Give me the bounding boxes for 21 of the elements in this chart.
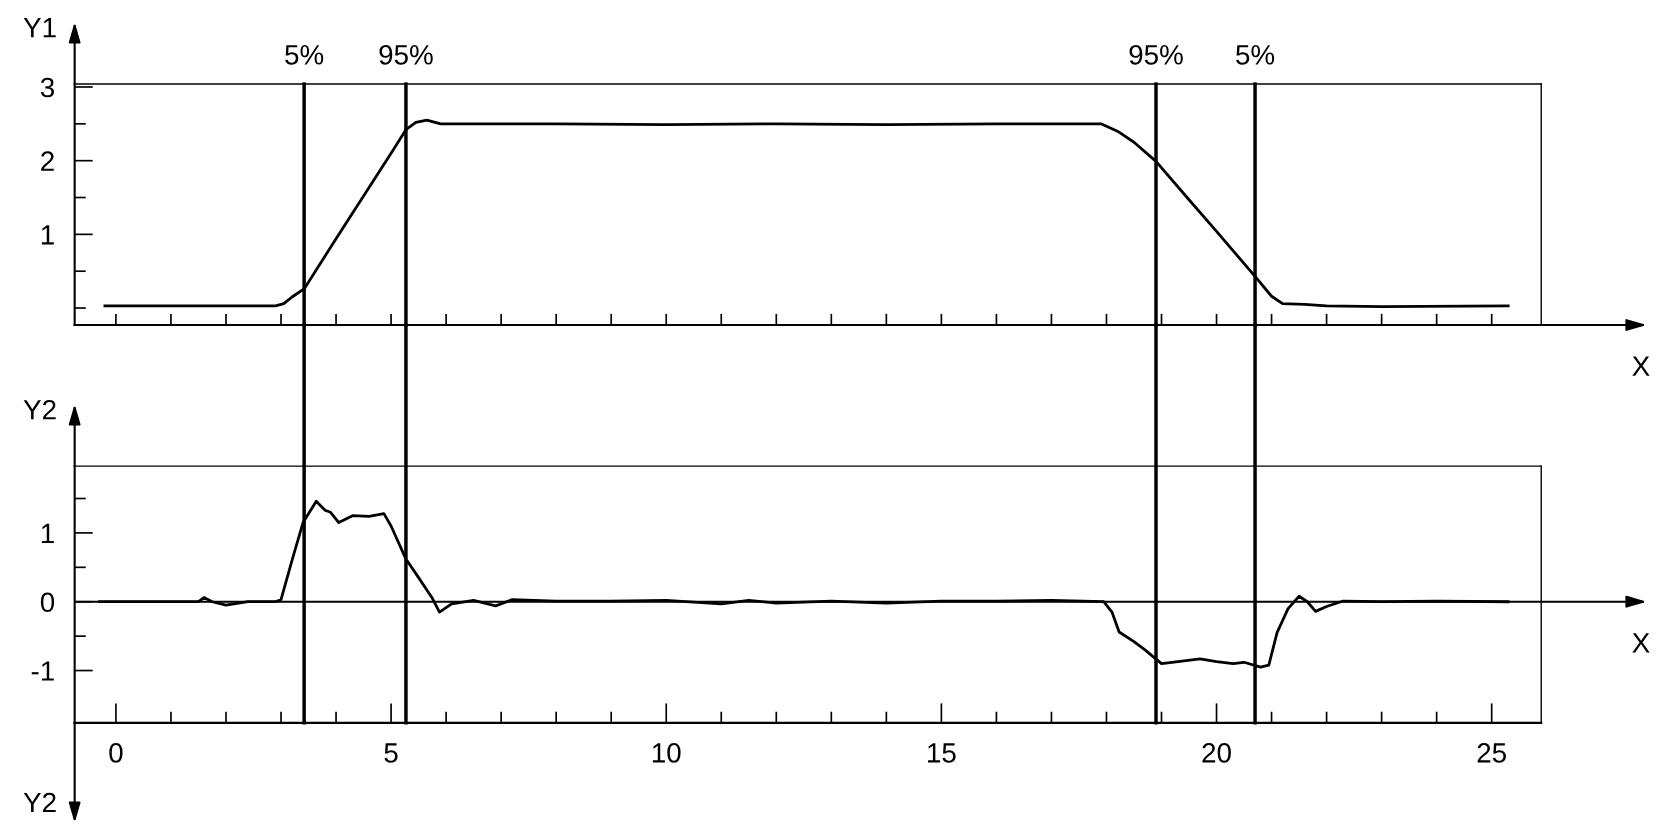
x-axis-title: X — [1632, 633, 1650, 653]
y-axis-title: Y1 — [23, 18, 56, 38]
y-tick-label: 3 — [40, 77, 54, 98]
x-axis-title: X — [1632, 356, 1650, 376]
y-tick-label: -1 — [31, 661, 54, 681]
annotation: 5% — [285, 45, 324, 65]
y-tick-label: 1 — [41, 523, 54, 543]
annotation: 95% — [1129, 44, 1183, 65]
y-tick-label: 0 — [40, 592, 55, 613]
x-tick-label: 15 — [928, 743, 956, 763]
y-tick-label: 2 — [41, 151, 54, 171]
y-axis-title: Y2 — [23, 399, 56, 420]
annotation: 5% — [1236, 45, 1275, 65]
x-tick-label: 10 — [652, 743, 681, 763]
annotation: 95% — [379, 44, 433, 65]
y-tick-label: 1 — [41, 225, 54, 245]
x-tick-label: 20 — [1202, 743, 1231, 763]
x-tick-label: 0 — [109, 743, 123, 763]
text: Y2 — [23, 792, 56, 813]
x-tick-label: 25 — [1477, 743, 1506, 763]
x-tick-label: 5 — [384, 743, 398, 763]
